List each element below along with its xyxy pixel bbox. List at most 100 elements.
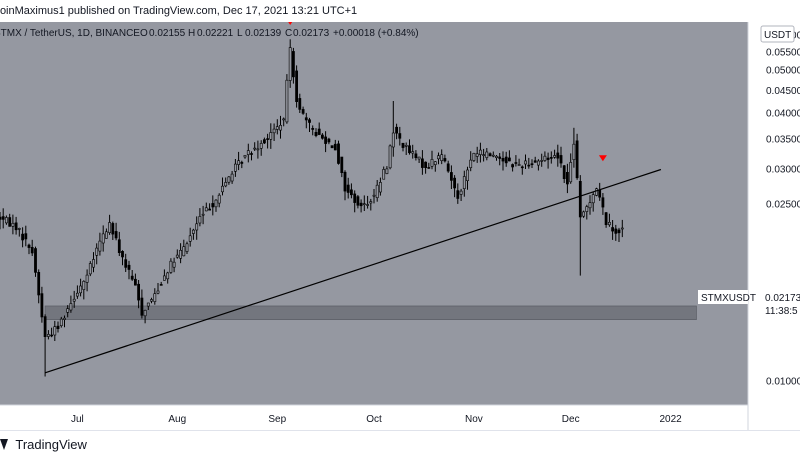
currency-badge[interactable]: USDT — [760, 25, 795, 43]
candle-body-down — [527, 164, 531, 167]
candle — [578, 175, 582, 276]
candle — [169, 258, 173, 274]
candle-body-up — [92, 259, 95, 268]
candle-body-up — [172, 261, 176, 268]
time-tick-label: Dec — [562, 414, 580, 425]
candle — [130, 270, 134, 281]
candle — [175, 249, 179, 259]
candle-body-down — [401, 142, 405, 148]
candle-body-up — [237, 160, 241, 165]
ascending-trendline — [44, 168, 662, 374]
candle — [92, 252, 95, 273]
candle-body-down — [343, 171, 347, 192]
price-axis-background[interactable] — [748, 22, 800, 430]
candle — [549, 151, 553, 164]
candle-body-down — [1, 216, 5, 220]
candle — [485, 148, 489, 161]
candle — [21, 227, 25, 248]
candle — [507, 150, 511, 162]
candle-body-up — [411, 151, 415, 154]
candle — [237, 151, 241, 171]
plot-background — [0, 22, 748, 405]
candle — [595, 187, 598, 197]
candle-body-down — [504, 156, 508, 164]
chart-area[interactable]: 0.060000.055000.050000.045000.040000.035… — [0, 19, 800, 430]
candle — [375, 180, 379, 202]
candle-body-up — [282, 118, 286, 121]
candle-body-up — [372, 194, 376, 197]
candle-body-down — [578, 181, 582, 218]
currency-badge-box — [760, 25, 795, 43]
candle-body-down — [30, 247, 34, 254]
candle — [446, 160, 450, 173]
candle-body-up — [553, 155, 557, 158]
candle — [0, 212, 2, 230]
candle — [378, 177, 382, 196]
candle — [478, 142, 482, 163]
candle-body-up — [620, 227, 624, 230]
candle — [166, 271, 170, 284]
candle — [14, 216, 18, 235]
candle-body-up — [230, 173, 234, 182]
candle-body-down — [291, 51, 295, 78]
candle-body-up — [108, 222, 112, 233]
candle-body-up — [388, 145, 392, 169]
candle — [262, 137, 266, 144]
candle-body-up — [188, 235, 192, 242]
candle-body-down — [14, 222, 18, 231]
last-price-value: 0.02173 — [765, 293, 800, 304]
candle — [572, 127, 576, 168]
candle — [401, 142, 405, 152]
candle-body-up — [269, 132, 273, 140]
candle-body-up — [204, 207, 208, 212]
candle-body-up — [585, 206, 589, 212]
candle-body-down — [308, 119, 311, 123]
candle — [266, 133, 270, 149]
candle-body-down — [137, 283, 141, 301]
price-tick-label: 0.02500 — [766, 200, 800, 211]
candle-body-up — [221, 185, 224, 193]
candle-body-up — [433, 161, 437, 165]
candle-body-up — [536, 160, 540, 166]
candle-body-up — [243, 155, 247, 158]
candle-body-down — [337, 143, 340, 164]
candle-body-down — [446, 163, 450, 172]
price-tick-label: 0.04000 — [766, 109, 800, 120]
candle — [527, 157, 531, 169]
candle — [121, 250, 124, 266]
candle-body-up — [88, 263, 92, 275]
candle-body-down — [546, 157, 550, 160]
candle-body-down — [356, 196, 360, 206]
candle-body-down — [114, 231, 118, 239]
candle — [192, 228, 195, 240]
candle — [243, 155, 247, 159]
candle-body-down — [408, 145, 411, 154]
candle-body-up — [362, 203, 366, 205]
candle-body-down — [353, 193, 357, 203]
candle — [536, 159, 540, 171]
candle-body-up — [495, 155, 498, 158]
candle-body-up — [459, 190, 463, 195]
candle — [462, 170, 466, 197]
candle — [76, 285, 79, 299]
candle — [540, 153, 544, 167]
time-tick-label: Aug — [168, 414, 186, 425]
candle — [295, 65, 299, 108]
tradingview-logo[interactable]: TradingView — [0, 437, 87, 452]
candle — [88, 261, 92, 277]
candle — [420, 150, 424, 175]
candle-body-up — [524, 160, 527, 165]
candle-body-down — [240, 161, 244, 164]
candle-body-up — [366, 204, 370, 206]
candle-body-up — [256, 148, 260, 151]
candle — [117, 231, 121, 256]
price-chart[interactable]: 0.060000.055000.050000.045000.040000.035… — [0, 19, 800, 430]
candle-body-up — [5, 217, 8, 224]
candle — [469, 151, 473, 172]
candle-body-up — [275, 126, 279, 130]
candle-body-up — [98, 240, 102, 252]
candle-body-down — [427, 167, 431, 169]
candle — [346, 177, 350, 199]
candle — [408, 139, 411, 155]
candle-body-up — [66, 308, 70, 313]
